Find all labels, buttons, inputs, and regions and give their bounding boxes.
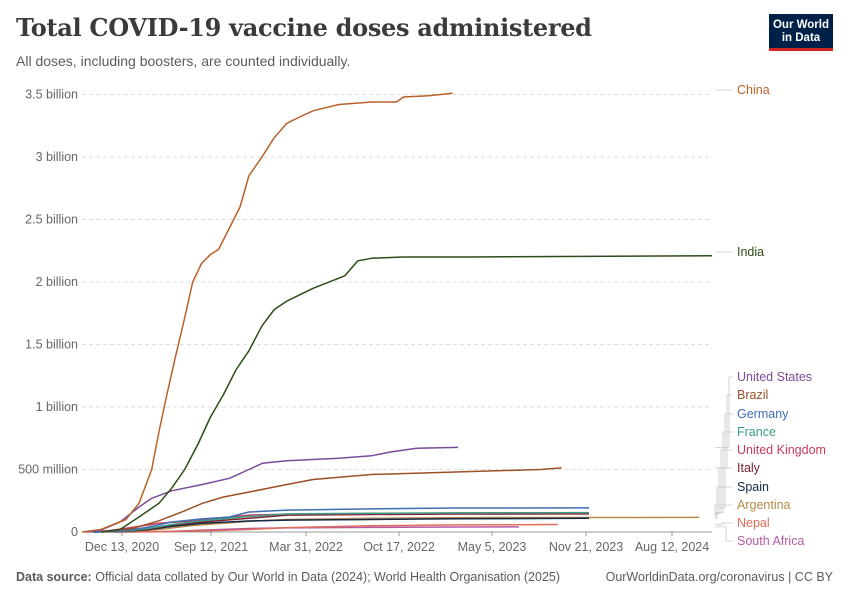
series-label-spain[interactable]: Spain	[737, 480, 769, 494]
y-tick-label: 0	[71, 525, 78, 539]
label-connector	[715, 449, 733, 514]
footer: Data source: Official data collated by O…	[16, 570, 833, 584]
y-tick-label: 1.5 billion	[25, 338, 78, 352]
series-line-china[interactable]	[81, 92, 453, 533]
label-connector	[715, 413, 733, 509]
series-label-south-africa[interactable]: South Africa	[737, 534, 804, 548]
series-line-germany[interactable]	[92, 507, 590, 533]
label-connector	[715, 522, 733, 525]
y-tick-label: 500 million	[18, 463, 78, 477]
x-tick-label: Nov 21, 2023	[549, 540, 623, 554]
label-connector	[715, 431, 733, 513]
chart-title: Total COVID-19 vaccine doses administere…	[16, 13, 592, 42]
source-url-link[interactable]: OurWorldinData.org/coronavirus | CC BY	[605, 570, 833, 584]
logo-line-2: in Data	[781, 32, 821, 44]
y-tick-label: 2 billion	[36, 275, 78, 289]
series-label-united-states[interactable]: United States	[737, 370, 812, 384]
y-tick-label: 3.5 billion	[25, 88, 78, 102]
label-connector	[715, 467, 733, 515]
x-tick-label: Mar 31, 2022	[269, 540, 343, 554]
series-label-italy[interactable]: Italy	[737, 461, 761, 475]
series-label-united-kingdom[interactable]: United Kingdom	[737, 443, 826, 457]
series-label-china[interactable]: China	[737, 83, 770, 97]
axis-layer: 0 500 million 1 billion 1.5 billion 2 billio…	[18, 88, 712, 554]
series-label-brazil[interactable]: Brazil	[737, 388, 768, 402]
series-label-nepal[interactable]: Nepal	[737, 516, 770, 530]
x-tick-label: Aug 12, 2024	[635, 540, 709, 554]
series-line-france[interactable]	[92, 511, 590, 533]
x-tick-label: Dec 13, 2020	[85, 540, 159, 554]
series-label-france[interactable]: France	[737, 425, 776, 439]
logo-line-1: Our World	[772, 19, 829, 31]
y-tick-label: 2.5 billion	[25, 213, 78, 227]
x-tick-label: Oct 17, 2022	[363, 540, 435, 554]
source-label: Data source:	[16, 570, 92, 584]
source-text: Official data collated by Our World in D…	[95, 570, 561, 584]
label-connector	[715, 486, 733, 519]
x-tick-label: May 5, 2023	[458, 540, 527, 554]
owid-logo[interactable]: Our World in Data	[769, 14, 833, 51]
label-connector	[715, 526, 733, 542]
series-label-india[interactable]: India	[737, 245, 764, 259]
grid-layer	[82, 94, 712, 470]
label-connector	[715, 376, 733, 448]
line-layer	[81, 92, 713, 533]
y-tick-label: 1 billion	[36, 400, 78, 414]
label-layer: China India United States Brazil Germany Fran…	[714, 83, 826, 548]
series-label-argentina[interactable]: Argentina	[737, 498, 791, 512]
chart-subtitle: All doses, including boosters, are count…	[16, 53, 351, 69]
series-line-india[interactable]	[101, 255, 713, 533]
line-chart: 0 500 million 1 billion 1.5 billion 2 billio…	[18, 83, 826, 554]
x-tick-label: Sep 12, 2021	[174, 540, 248, 554]
series-label-germany[interactable]: Germany	[737, 407, 789, 421]
series-line-nepal[interactable]	[106, 523, 558, 533]
series-line-brazil[interactable]	[101, 467, 562, 533]
label-connector	[714, 504, 733, 518]
y-tick-label: 3 billion	[36, 150, 78, 164]
label-connector	[715, 394, 733, 469]
